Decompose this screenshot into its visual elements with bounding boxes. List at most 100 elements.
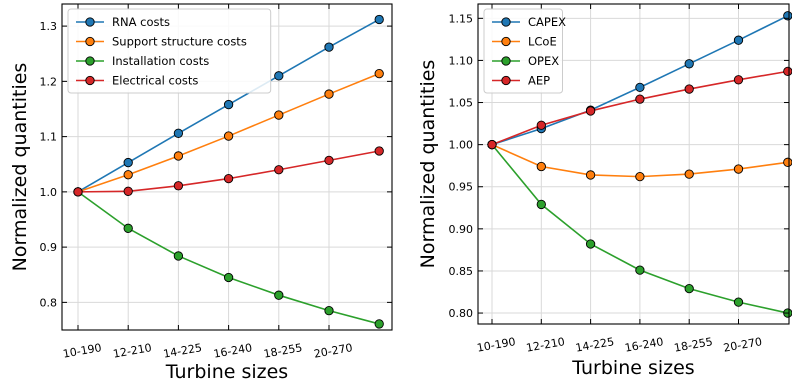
y-axis-title: Normalized quantities [417,60,439,269]
x-axis-title: Turbine sizes [571,357,694,379]
x-axis-title: Turbine sizes [165,361,288,383]
x-tick-label: 20-270 [722,335,763,355]
y-tick-label: 0.90 [449,223,474,236]
y-tick-label: 1.00 [449,139,474,152]
data-point [733,164,744,174]
data-point [223,131,234,141]
y-tick-label: 0.80 [449,307,474,320]
data-point [274,290,284,300]
y-tick-label: 0.95 [449,181,474,194]
data-point [684,169,694,179]
data-point [635,94,645,104]
data-point [123,223,133,233]
data-point [733,297,744,307]
plot-frame [61,3,393,331]
legend-label: OPEX [528,54,559,68]
data-point [223,272,234,283]
data-point [374,68,384,79]
y-tick-label: 0.8 [40,296,58,309]
data-point [733,75,744,85]
data-point [684,283,694,294]
y-axis-title: Normalized quantities [9,63,31,272]
y-tick-label: 1.1 [40,131,58,144]
x-tick-label: 10-190 [476,335,517,355]
legend-marker [501,36,511,47]
data-point [274,110,284,120]
legend-label: Installation costs [112,54,209,68]
data-point [635,82,645,93]
legend-marker [501,17,511,27]
data-point [274,71,284,81]
x-tick-label: 12-210 [525,335,566,355]
x-tick-label: 16-240 [624,335,665,355]
legend-marker [501,56,511,66]
data-point [123,157,133,168]
y-tick-label: 0.85 [449,265,474,278]
chart-panel-2: 0.80 0.85 0.90 0.95 1.00 1.05 1.10 1.15 10-190 12… [417,3,792,379]
legend-marker [85,56,95,66]
legend-marker [501,75,511,86]
legend-label: AEP [528,74,550,88]
legend-marker [85,36,95,47]
data-point [173,151,184,161]
data-point [684,59,694,69]
x-tick-label: 10-190 [62,341,103,361]
data-point [123,186,133,196]
x-tick-label: 20-270 [313,341,354,361]
data-point [173,181,184,191]
data-point [684,84,694,94]
y-tick-label: 1.10 [449,54,474,67]
legend: CAPEX LCoE OPEX AEP [483,8,566,94]
data-point [123,170,133,180]
data-point [536,161,546,172]
legend-label: RNA costs [112,15,170,29]
data-point [536,199,546,210]
data-point [173,251,184,261]
data-point [783,66,792,77]
data-point [374,14,384,25]
legend-marker [85,75,95,86]
x-tick-label: 16-240 [212,341,253,361]
data-point [324,155,334,166]
data-point [324,306,334,316]
x-tick-label: 12-210 [112,341,153,361]
data-point [274,165,284,175]
data-point [585,170,596,180]
y-tick-label: 1.0 [40,186,58,199]
data-point [783,157,792,167]
data-point [536,120,546,130]
y-tick-label: 0.9 [40,241,58,254]
data-point [324,89,334,99]
data-point [173,128,184,138]
data-point [733,35,744,45]
data-point [73,187,83,197]
legend-label: LCoE [528,35,557,49]
legend-box [483,8,563,94]
y-tick-label: 1.05 [449,97,474,110]
legend-marker [85,17,95,27]
data-point [223,99,234,110]
data-point [374,146,384,156]
x-tick-label: 14-225 [574,335,615,355]
x-tick-label: 18-255 [263,341,304,361]
y-tick-label: 1.2 [40,75,58,88]
x-tick-label: 18-255 [673,335,714,355]
legend: RNA costs Support structure costs Installa… [67,8,272,94]
plot-frame [477,3,790,325]
x-tick-label: 14-225 [162,341,203,361]
data-point [585,106,596,116]
data-point [223,173,234,184]
data-point [635,265,645,275]
chart-panel-1: 0.8 0.9 1.0 1.1 1.2 1.3 10-190 12-210 14-225 16-2… [9,3,393,383]
data-point [374,319,384,329]
legend-label: Support structure costs [112,35,247,49]
legend-label: CAPEX [528,15,566,29]
data-point [635,171,645,182]
data-point [324,42,334,52]
data-point [585,239,596,249]
y-tick-label: 1.15 [449,12,474,25]
data-point [487,139,497,150]
legend-label: Electrical costs [112,74,198,88]
y-tick-label: 1.3 [40,20,58,33]
